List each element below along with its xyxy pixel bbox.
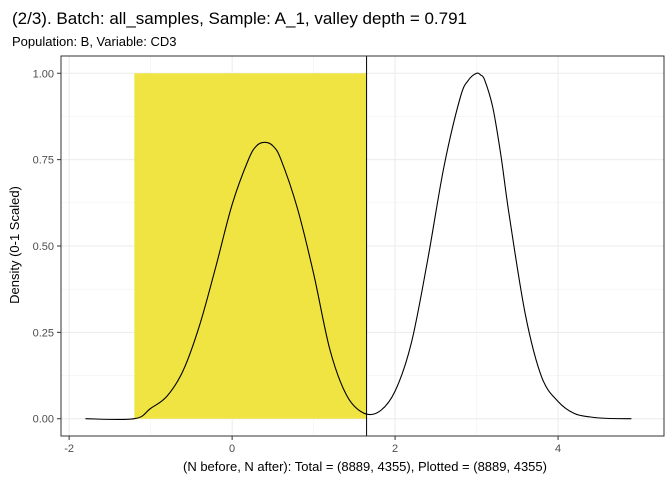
x-tick-label: 2 xyxy=(392,443,398,455)
x-axis: -2 0 2 4 xyxy=(64,436,561,455)
density-line-0 xyxy=(85,72,632,421)
y-axis: 0.00 0.25 0.50 0.75 1.00 xyxy=(33,68,61,426)
y-tick-label: 1.00 xyxy=(33,68,54,80)
highlight-region xyxy=(134,73,367,419)
y-tick-label: 0.00 xyxy=(33,414,54,426)
x-tick-label: -2 xyxy=(64,443,74,455)
y-tick-label: 0.75 xyxy=(33,155,54,167)
y-tick-label: 0.50 xyxy=(33,241,54,253)
x-tick-label: 4 xyxy=(555,443,561,455)
y-tick-label: 0.25 xyxy=(33,327,54,339)
chart-title: (2/3). Batch: all_samples, Sample: A_1, … xyxy=(12,9,467,28)
y-axis-title: Density (0-1 Scaled) xyxy=(7,186,22,304)
x-tick-label: 0 xyxy=(229,443,235,455)
series-layer xyxy=(85,72,632,421)
x-axis-title: (N before, N after): Total = (8889, 4355… xyxy=(183,459,547,474)
chart-subtitle: Population: B, Variable: CD3 xyxy=(12,34,177,49)
